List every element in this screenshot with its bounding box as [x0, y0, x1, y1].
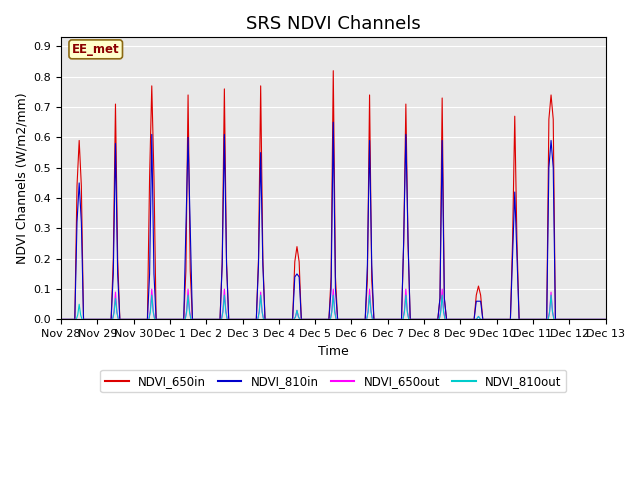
NDVI_810out — [311, 316, 319, 322]
Line: NDVI_650out: NDVI_650out — [61, 289, 605, 319]
Line: NDVI_650in: NDVI_650in — [61, 71, 605, 319]
Text: EE_met: EE_met — [72, 43, 120, 56]
NDVI_810out — [130, 316, 138, 322]
NDVI_810out — [546, 309, 554, 315]
NDVI_650out — [602, 316, 609, 322]
NDVI_650in — [434, 316, 442, 322]
NDVI_810in — [295, 274, 303, 280]
NDVI_650in — [330, 68, 337, 73]
NDVI_650out — [477, 316, 485, 322]
NDVI_650in — [295, 259, 303, 264]
NDVI_810out — [57, 316, 65, 322]
NDVI_810in — [57, 316, 65, 322]
NDVI_650out — [565, 316, 573, 322]
X-axis label: Time: Time — [318, 345, 349, 358]
NDVI_810out — [330, 292, 337, 298]
Title: SRS NDVI Channels: SRS NDVI Channels — [246, 15, 420, 33]
NDVI_650out — [147, 307, 154, 313]
NDVI_810out — [602, 316, 609, 322]
NDVI_650out — [202, 316, 210, 322]
NDVI_650out — [57, 316, 65, 322]
Line: NDVI_810out: NDVI_810out — [61, 295, 605, 319]
NDVI_810out — [202, 316, 210, 322]
NDVI_810in — [330, 120, 337, 125]
NDVI_650in — [57, 316, 65, 322]
NDVI_650in — [456, 316, 464, 322]
Line: NDVI_810in: NDVI_810in — [61, 122, 605, 319]
NDVI_810in — [186, 226, 194, 231]
NDVI_810in — [434, 316, 442, 322]
NDVI_650in — [602, 316, 609, 322]
NDVI_650in — [93, 316, 101, 322]
Legend: NDVI_650in, NDVI_810in, NDVI_650out, NDVI_810out: NDVI_650in, NDVI_810in, NDVI_650out, NDV… — [100, 370, 566, 393]
Y-axis label: NDVI Channels (W/m2/mm): NDVI Channels (W/m2/mm) — [15, 93, 28, 264]
NDVI_650out — [218, 316, 225, 322]
NDVI_650in — [186, 268, 194, 274]
NDVI_810in — [456, 316, 464, 322]
NDVI_810in — [93, 316, 101, 322]
NDVI_650in — [370, 316, 378, 322]
NDVI_810out — [275, 316, 283, 322]
NDVI_810out — [148, 292, 156, 298]
NDVI_650out — [148, 286, 156, 292]
NDVI_810in — [370, 316, 378, 322]
NDVI_810in — [602, 316, 609, 322]
NDVI_650out — [602, 316, 609, 322]
